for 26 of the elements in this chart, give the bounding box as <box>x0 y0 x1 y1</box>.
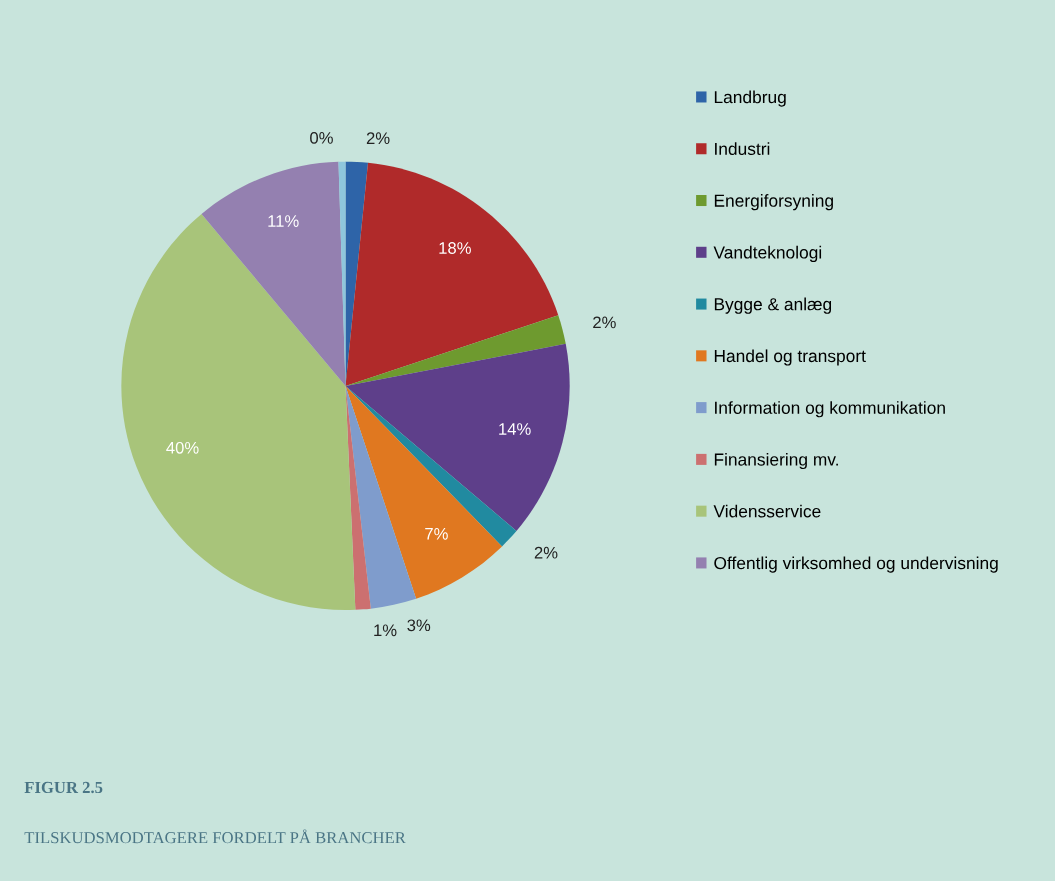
legend-label: Bygge & anlæg <box>714 297 832 314</box>
legend-label: Finansiering mv. <box>714 452 838 470</box>
legend-label: Handel og transport <box>714 349 866 366</box>
data-label: 18% <box>439 242 471 254</box>
data-label: 0% <box>310 131 333 144</box>
data-label: 14% <box>499 423 531 435</box>
data-label: 7% <box>425 528 448 540</box>
data-label: 3% <box>407 619 431 632</box>
data-label: 11% <box>268 215 299 227</box>
legend-label: Vidensservice <box>713 504 821 518</box>
pie-slice <box>345 162 559 386</box>
legend-label: Landbrug <box>714 90 786 107</box>
legend-label: Energiforsyning <box>714 194 833 211</box>
text: FIGUR 2.5 <box>24 781 103 794</box>
pie-slice <box>201 161 346 386</box>
data-label: 1% <box>374 624 397 637</box>
data-label: 2% <box>534 546 558 559</box>
data-label: 40% <box>166 441 199 454</box>
legend-label: Information og kommunikation <box>715 401 945 418</box>
data-label: 2% <box>366 132 390 144</box>
legend-label: Industri <box>715 142 770 156</box>
legend-label: Offentlig virksomhed og undervisning <box>714 556 998 573</box>
legend-label: Vandteknologi <box>713 245 822 263</box>
pie-slice <box>121 214 356 611</box>
data-label: 2% <box>593 316 616 329</box>
text: TILSKUDSMODTAGERE FORDELT PÅ BRANCHER <box>24 829 406 844</box>
